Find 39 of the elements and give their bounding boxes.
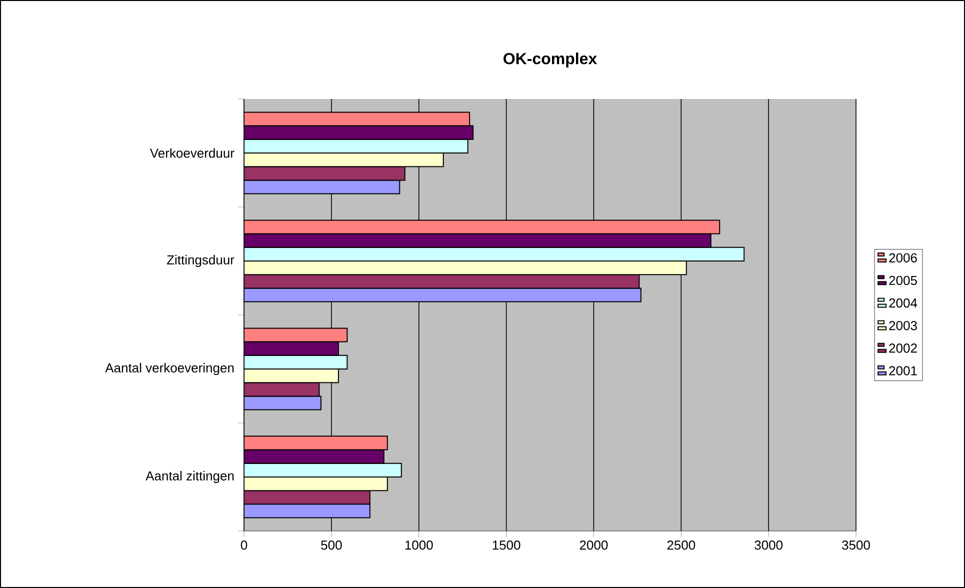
- bar: [244, 449, 384, 464]
- bar: [244, 125, 474, 140]
- x-tick-label: 500: [321, 540, 342, 550]
- x-tick-label: 1500: [492, 540, 520, 550]
- x-tick-label: 3500: [842, 540, 870, 550]
- bar: [244, 490, 370, 505]
- legend-label: 2003: [889, 320, 917, 330]
- x-tick-label: 3000: [754, 540, 783, 550]
- legend-label: 2002: [889, 344, 917, 353]
- legend-label: 2006: [889, 253, 917, 262]
- bar: [244, 504, 370, 518]
- y-tick-label: Aantal verkoeveringen: [105, 362, 234, 376]
- y-tick-label: Zittingsduur: [166, 254, 234, 268]
- x-tick-label: 1000: [405, 540, 433, 550]
- chart-title: OK-complex: [504, 52, 598, 68]
- bar: [244, 368, 339, 384]
- bar: [244, 341, 339, 356]
- bar: [244, 476, 388, 492]
- bar: [244, 233, 712, 248]
- bar: [244, 288, 642, 302]
- legend-label: 2005: [889, 276, 917, 286]
- bar: [244, 260, 687, 276]
- legend-label: 2001: [889, 366, 917, 376]
- bar: [244, 166, 406, 181]
- x-tick-label: 0: [240, 540, 248, 550]
- bar: [244, 152, 444, 168]
- y-tick-label: Aantal zittingen: [146, 470, 234, 484]
- bar: [244, 112, 470, 126]
- bar: [244, 436, 388, 450]
- x-tick-label: 2500: [667, 540, 696, 550]
- y-tick-label: Verkoeverduur: [150, 148, 234, 158]
- bar: [244, 220, 720, 234]
- bar: [244, 274, 640, 289]
- bar: [244, 328, 348, 342]
- legend-label: 2004: [889, 298, 918, 308]
- bar: [244, 382, 320, 397]
- bar: [244, 396, 322, 410]
- bar: [244, 180, 400, 194]
- x-tick-label: 2000: [580, 540, 608, 550]
